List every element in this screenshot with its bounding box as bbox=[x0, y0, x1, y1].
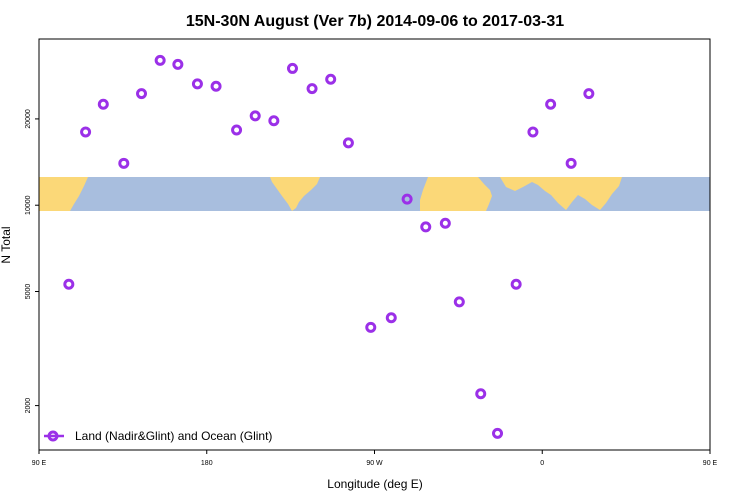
data-point bbox=[63, 278, 75, 290]
world-map-band bbox=[39, 177, 710, 211]
chart-title: 15N-30N August (Ver 7b) 2014-09-06 to 20… bbox=[186, 13, 564, 30]
data-point bbox=[268, 115, 280, 127]
x-axis: 90 E 180 90 W 0 90 E bbox=[32, 450, 718, 467]
legend-entry-label: Land (Nadir&Glint) and Ocean (Glint) bbox=[75, 429, 272, 443]
data-point bbox=[306, 83, 318, 95]
data-point bbox=[172, 58, 184, 70]
x-tick-label: 90 E bbox=[703, 460, 718, 467]
data-point bbox=[453, 296, 465, 308]
scatter-points bbox=[63, 54, 595, 439]
legend: Land (Nadir&Glint) and Ocean (Glint) bbox=[44, 429, 272, 443]
data-point bbox=[210, 80, 222, 92]
data-point bbox=[286, 62, 298, 74]
x-tick-label: 0 bbox=[540, 460, 544, 467]
y-tick-label: 10000 bbox=[25, 195, 32, 215]
y-axis-label: N Total bbox=[0, 226, 13, 263]
land-asia-west bbox=[39, 177, 88, 211]
data-point bbox=[136, 88, 148, 100]
x-tick-label: 90 W bbox=[366, 460, 383, 467]
data-point bbox=[385, 312, 397, 324]
y-tick-label: 2000 bbox=[25, 398, 32, 414]
legend-marker-swatch bbox=[47, 430, 59, 442]
data-point bbox=[365, 321, 377, 333]
y-tick-label: 20000 bbox=[25, 109, 32, 129]
data-point bbox=[325, 73, 337, 85]
data-point bbox=[97, 98, 109, 110]
y-axis: 2000 5000 10000 20000 bbox=[25, 109, 39, 413]
data-point bbox=[492, 427, 504, 439]
data-point bbox=[475, 388, 487, 400]
land-north-america bbox=[270, 177, 320, 211]
data-point bbox=[565, 157, 577, 169]
data-point bbox=[342, 137, 354, 149]
plot-frame bbox=[38, 38, 711, 451]
data-point bbox=[231, 124, 243, 136]
data-point bbox=[527, 126, 539, 138]
data-point bbox=[154, 54, 166, 66]
data-point bbox=[249, 110, 261, 122]
x-axis-label: Longitude (deg E) bbox=[327, 477, 422, 491]
data-point bbox=[510, 278, 522, 290]
land-africa bbox=[420, 177, 492, 211]
data-point bbox=[401, 193, 413, 205]
x-tick-label: 90 E bbox=[32, 460, 47, 467]
land-arabia-asia bbox=[500, 177, 622, 210]
y-tick-label: 5000 bbox=[25, 284, 32, 300]
data-point bbox=[439, 217, 451, 229]
data-point bbox=[80, 126, 92, 138]
data-point bbox=[191, 78, 203, 90]
data-point bbox=[118, 157, 130, 169]
data-point bbox=[583, 88, 595, 100]
data-point bbox=[545, 98, 557, 110]
x-tick-label: 180 bbox=[201, 460, 213, 467]
data-point bbox=[420, 221, 432, 233]
